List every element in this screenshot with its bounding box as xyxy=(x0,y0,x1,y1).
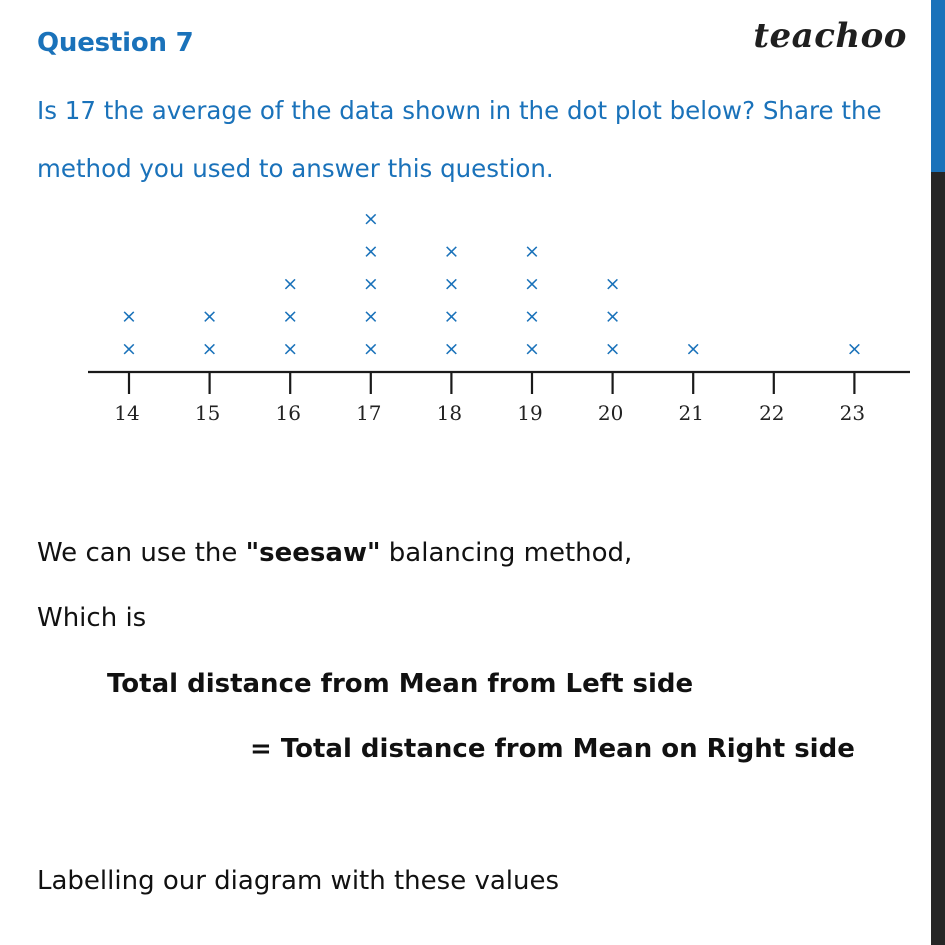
data-point-x-mark: × xyxy=(443,306,459,328)
data-point-x-mark: × xyxy=(121,338,137,360)
tick-label: 22 xyxy=(759,401,784,425)
labelling-text: Labelling our diagram with these values xyxy=(37,866,560,896)
rule-right-text: = Total distance from Mean on Right side xyxy=(250,734,855,764)
data-point-x-mark: × xyxy=(363,208,379,230)
rule-left-text: Total distance from Mean from Left side xyxy=(107,669,694,699)
tick-label: 18 xyxy=(437,401,462,425)
question-text: Is 17 the average of the data shown in t… xyxy=(37,96,882,183)
data-point-x-mark: × xyxy=(282,306,298,328)
data-point-x-mark: × xyxy=(524,241,540,263)
data-point-x-mark: × xyxy=(443,241,459,263)
tick-label: 17 xyxy=(356,401,381,425)
data-point-x-mark: × xyxy=(282,273,298,295)
data-point-x-mark: × xyxy=(846,338,862,360)
method-intro-pre: We can use the xyxy=(37,538,246,568)
method-intro-post: balancing method, xyxy=(380,538,633,568)
data-point-x-mark: × xyxy=(363,241,379,263)
right-edge-accent xyxy=(931,0,945,172)
which-is-text: Which is xyxy=(37,603,147,633)
data-point-x-mark: × xyxy=(443,338,459,360)
right-edge-bar xyxy=(931,0,945,945)
data-point-x-mark: × xyxy=(363,306,379,328)
tick-label: 15 xyxy=(195,401,220,425)
dot-plot: 14 15 16 17 18 19 20 21 22 23 × × × × × × × × × × × × × × × × × × × ×… xyxy=(88,208,910,425)
method-intro-bold: "seesaw" xyxy=(245,538,381,568)
tick-label: 19 xyxy=(517,401,542,425)
data-point-x-mark: × xyxy=(605,273,621,295)
tick-label: 20 xyxy=(598,401,623,425)
method-intro: We can use the "seesaw" balancing method… xyxy=(37,538,632,568)
tick-label: 23 xyxy=(840,401,865,425)
data-point-x-mark: × xyxy=(605,338,621,360)
question-title: Question 7 xyxy=(37,28,194,58)
data-point-x-mark: × xyxy=(605,306,621,328)
tick-label: 16 xyxy=(275,401,300,425)
data-point-x-mark: × xyxy=(363,273,379,295)
data-point-x-mark: × xyxy=(202,306,218,328)
tick-label: 14 xyxy=(114,401,139,425)
tick-label: 21 xyxy=(678,401,703,425)
data-point-x-mark: × xyxy=(121,306,137,328)
data-point-x-mark: × xyxy=(524,273,540,295)
data-point-x-mark: × xyxy=(524,306,540,328)
data-point-x-mark: × xyxy=(685,338,701,360)
data-point-x-mark: × xyxy=(524,338,540,360)
data-point-x-mark: × xyxy=(282,338,298,360)
data-point-x-mark: × xyxy=(363,338,379,360)
data-point-x-mark: × xyxy=(443,273,459,295)
brand-logo: teachoo xyxy=(753,16,907,56)
data-point-x-mark: × xyxy=(202,338,218,360)
